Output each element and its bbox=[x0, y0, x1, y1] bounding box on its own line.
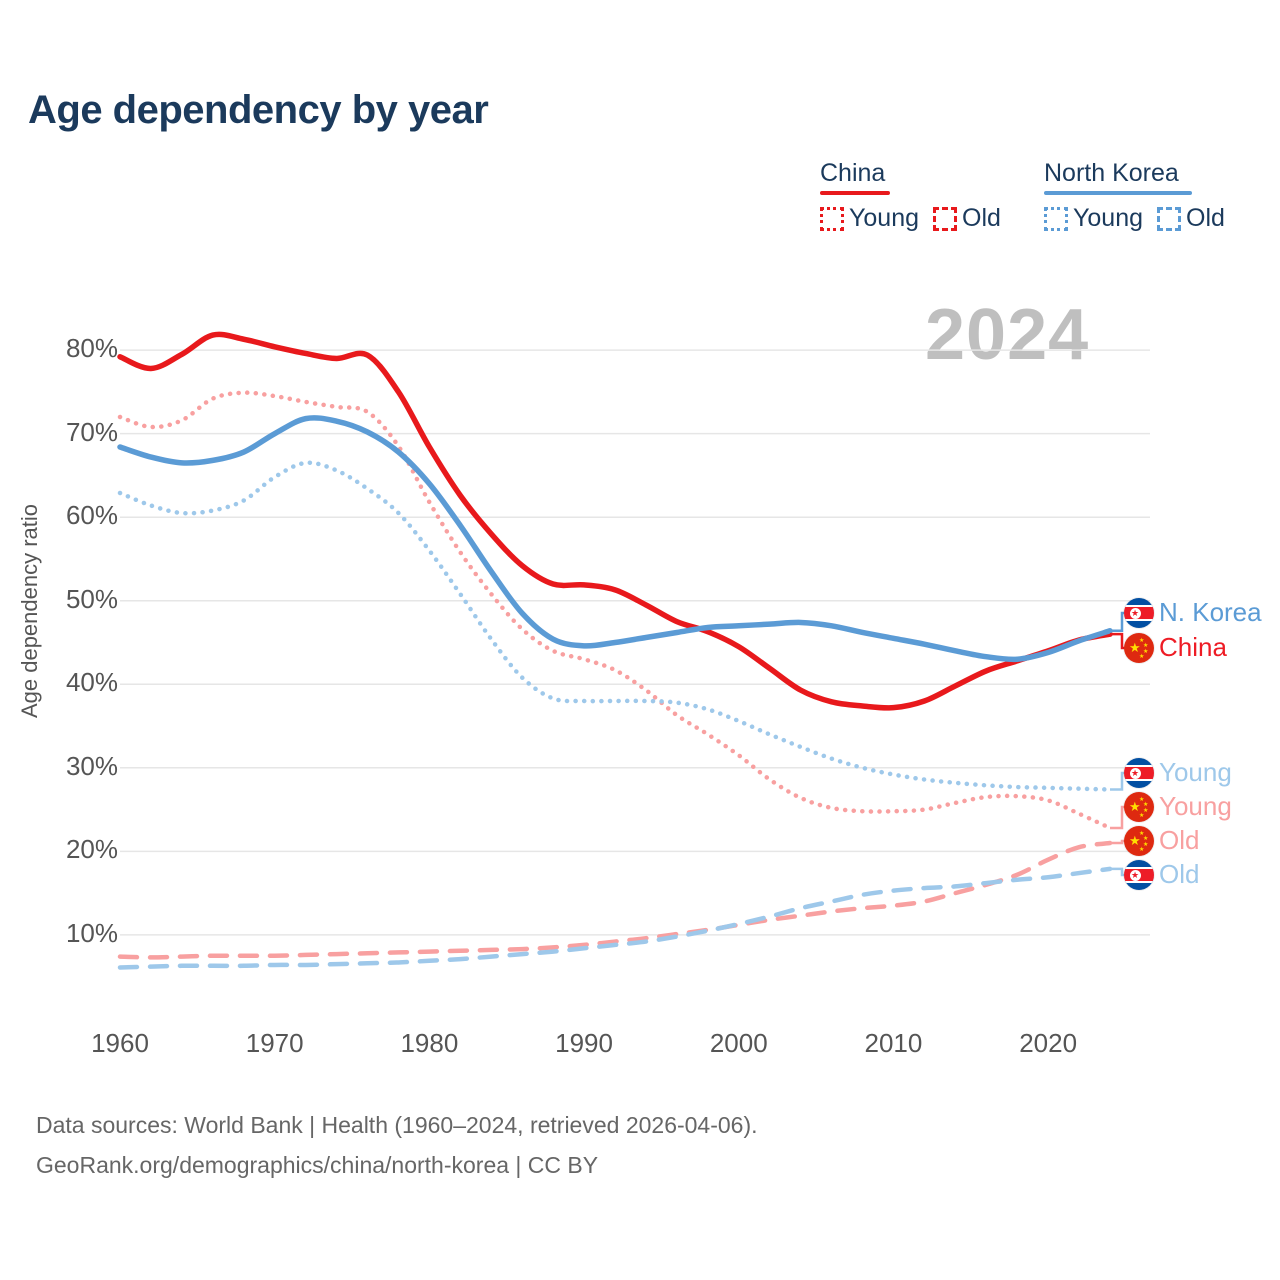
china-flag-icon: ★ ★ ★ ★ ★ bbox=[1124, 632, 1154, 663]
dotted-square-icon bbox=[1044, 206, 1068, 231]
x-tick-label: 1960 bbox=[91, 1028, 149, 1058]
legend-group-china[interactable]: China Young Old bbox=[820, 160, 1001, 233]
y-tick-label: 20% bbox=[65, 834, 118, 865]
y-tick-label: 40% bbox=[65, 667, 118, 698]
north-korea-flag-icon: ★ bbox=[1124, 859, 1154, 890]
legend-item-nkorea-old[interactable]: Old bbox=[1157, 204, 1225, 233]
y-tick-label: 30% bbox=[65, 750, 118, 781]
legend-item-label: Old bbox=[1186, 204, 1225, 232]
legend-item-label: Old bbox=[962, 204, 1001, 232]
series-end-label[interactable]: ★ ★ ★ ★ ★ Old bbox=[1124, 825, 1199, 856]
x-tick-label: 1980 bbox=[400, 1028, 459, 1058]
series-line bbox=[117, 331, 1113, 711]
x-tick-label: 2020 bbox=[1019, 1028, 1078, 1058]
legend-item-nkorea-young[interactable]: Young bbox=[1044, 204, 1143, 233]
legend-country-label: China bbox=[820, 159, 886, 187]
footer: Data sources: World Bank | Health (1960–… bbox=[36, 1105, 758, 1185]
x-tick-label: 2010 bbox=[864, 1028, 923, 1058]
legend-item-china-young[interactable]: Young bbox=[820, 204, 919, 233]
dashed-square-icon bbox=[1157, 206, 1181, 231]
legend-rule-north-korea bbox=[1044, 191, 1192, 195]
footer-attribution: GeoRank.org/demographics/china/north-kor… bbox=[36, 1152, 599, 1178]
end-label-text: N. Korea bbox=[1159, 597, 1262, 627]
page-title: Age dependency by year bbox=[28, 88, 489, 132]
legend-item-china-old[interactable]: Old bbox=[933, 204, 1001, 233]
y-tick-label: 60% bbox=[65, 500, 118, 531]
footer-data-sources: Data sources: World Bank | Health (1960–… bbox=[36, 1112, 758, 1138]
series-line bbox=[117, 415, 1113, 663]
legend-group-north-korea[interactable]: North Korea Young Old bbox=[1044, 160, 1225, 233]
legend-item-label: Young bbox=[849, 204, 919, 232]
x-tick-label: 2000 bbox=[709, 1028, 768, 1058]
chart-legend: China Young Old North Korea Young Old bbox=[812, 160, 1272, 240]
y-tick-label: 10% bbox=[65, 917, 118, 948]
gridlines bbox=[120, 349, 1150, 936]
series-end-label[interactable]: ★ ★ ★ ★ ★ Young bbox=[1124, 791, 1232, 822]
dashed-square-icon bbox=[933, 206, 957, 231]
y-tick-label: 70% bbox=[65, 416, 118, 447]
series-line bbox=[117, 460, 1113, 792]
y-axis-title: Age dependency ratio bbox=[17, 503, 42, 719]
north-korea-flag-icon: ★ bbox=[1124, 757, 1154, 788]
legend-item-label: Young bbox=[1073, 204, 1143, 232]
legend-country-label: North Korea bbox=[1044, 159, 1179, 187]
series-line bbox=[117, 866, 1113, 970]
end-label-text: China bbox=[1159, 632, 1227, 662]
series-end-label[interactable]: ★ N. Korea bbox=[1124, 597, 1262, 628]
series-line bbox=[117, 840, 1113, 960]
end-label-text: Old bbox=[1159, 859, 1200, 889]
x-tick-label: 1990 bbox=[555, 1028, 613, 1058]
series-lines bbox=[117, 331, 1113, 970]
y-tick-label: 50% bbox=[65, 583, 118, 614]
series-end-label[interactable]: ★ ★ ★ ★ ★ China bbox=[1124, 632, 1227, 663]
series-end-label[interactable]: ★ Young bbox=[1124, 757, 1232, 788]
end-label-text: Young bbox=[1159, 757, 1232, 787]
end-label-text: Young bbox=[1159, 791, 1232, 821]
china-flag-icon: ★ ★ ★ ★ ★ bbox=[1124, 791, 1154, 822]
y-tick-label: 80% bbox=[65, 333, 118, 364]
end-label-text: Old bbox=[1159, 825, 1200, 855]
legend-rule-china bbox=[820, 191, 890, 195]
x-tick-label: 1970 bbox=[245, 1028, 304, 1058]
year-watermark: 2024 bbox=[925, 295, 1090, 375]
dotted-square-icon bbox=[820, 206, 844, 231]
series-end-label[interactable]: ★ Old bbox=[1124, 859, 1199, 890]
series-line bbox=[117, 390, 1113, 831]
north-korea-flag-icon: ★ bbox=[1124, 597, 1154, 628]
china-flag-icon: ★ ★ ★ ★ ★ bbox=[1124, 825, 1154, 856]
